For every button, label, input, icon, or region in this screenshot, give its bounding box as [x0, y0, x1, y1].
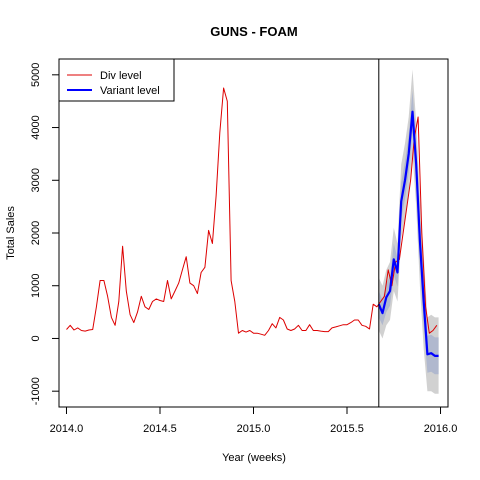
plot-frame — [58, 58, 449, 408]
x-tick-label: 2014.5 — [143, 423, 177, 435]
y-tick-label: 2000 — [30, 221, 42, 245]
y-tick-label: 1000 — [30, 273, 42, 297]
forecast-bands — [378, 69, 439, 394]
x-tick-label: 2014.0 — [50, 423, 84, 435]
y-tick-label: 4000 — [30, 115, 42, 139]
y-tick-label: 3000 — [30, 168, 42, 192]
series-lines — [66, 87, 439, 357]
legend-label: Variant level — [100, 85, 160, 97]
chart-title: GUNS - FOAM — [210, 24, 297, 39]
y-tick-label: 0 — [30, 335, 42, 341]
legend-label: Div level — [100, 70, 142, 82]
x-tick-label: 2015.5 — [330, 423, 364, 435]
y-tick-label: 5000 — [30, 63, 42, 87]
y-axis-label: Total Sales — [5, 206, 17, 260]
x-axis-label: Year (weeks) — [222, 452, 286, 464]
y-tick-label: -1000 — [30, 377, 42, 405]
series-line-variant-level — [377, 110, 439, 357]
legend: Div level Variant level — [58, 58, 175, 102]
y-axis: -1000 0 1000 2000 3000 4000 5000 — [30, 63, 60, 405]
x-tick-label: 2015.0 — [237, 423, 271, 435]
legend-box — [58, 58, 175, 102]
x-axis: 2014.0 2014.5 2015.0 2015.5 2016.0 — [50, 406, 458, 435]
series-line-div-level — [66, 87, 438, 336]
x-tick-label: 2016.0 — [424, 423, 458, 435]
